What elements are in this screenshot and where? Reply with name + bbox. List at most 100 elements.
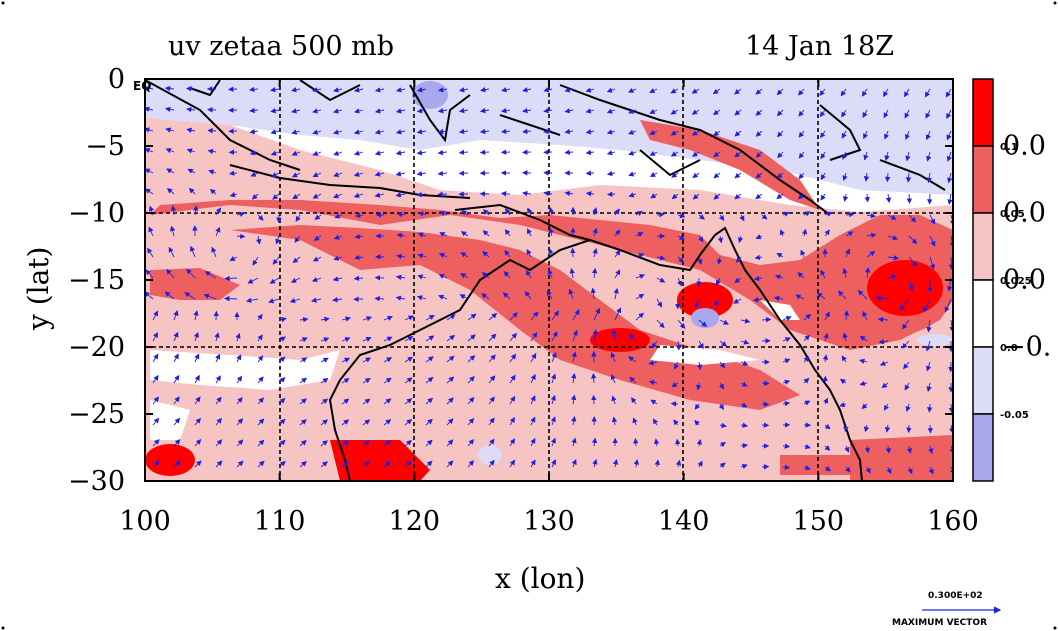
wind-vector: [712, 109, 721, 116]
y-tick-label: −10: [68, 198, 125, 229]
wind-vector: [354, 233, 364, 240]
wind-vector: [803, 356, 810, 363]
wind-vector: [543, 128, 553, 135]
wind-vector: [425, 376, 434, 384]
wind-vector: [649, 108, 658, 114]
wind-vector: [733, 298, 742, 304]
wind-vector: [822, 354, 829, 363]
wind-vector: [173, 417, 181, 426]
wind-vector: [631, 397, 637, 405]
wind-vector: [173, 310, 179, 321]
wind-vector: [481, 272, 490, 279]
wind-vector: [820, 151, 826, 160]
wind-vector: [530, 459, 536, 468]
wind-vector: [569, 268, 575, 279]
wind-vector: [635, 273, 646, 280]
wind-vector: [187, 168, 196, 174]
wind-vector: [629, 333, 637, 342]
wind-vector: [884, 172, 891, 183]
wind-vector: [803, 400, 811, 406]
wind-vector: [396, 253, 406, 260]
wind-vector: [194, 396, 201, 405]
wind-vector: [633, 459, 640, 468]
colorbar-level-label: 0.05: [1000, 209, 1025, 220]
wind-vector: [236, 375, 243, 384]
wind-vector: [564, 108, 574, 114]
wind-vector: [236, 460, 244, 468]
wind-vector: [755, 130, 763, 137]
wind-vector: [926, 151, 932, 162]
wind-vector: [251, 193, 259, 200]
wind-vector: [698, 340, 704, 350]
wind-vector: [252, 256, 259, 266]
wind-vector: [482, 209, 490, 216]
wind-vector: [186, 127, 196, 133]
wind-vector: [548, 248, 554, 258]
wind-vector: [735, 256, 742, 263]
wind-vector: [713, 130, 721, 137]
wind-vector: [675, 459, 682, 468]
wind-vector: [734, 151, 742, 158]
wind-vector: [395, 129, 406, 135]
wind-vector: [249, 128, 259, 135]
wind-vector: [929, 214, 936, 225]
wind-vector: [675, 438, 681, 447]
wind-vector: [798, 109, 805, 117]
wind-vector: [278, 377, 286, 384]
wind-vector: [194, 439, 202, 447]
wind-vector: [522, 87, 532, 93]
wind-vector: [824, 445, 831, 451]
wind-vector: [320, 357, 329, 363]
wind-vector: [819, 109, 826, 118]
colorbar-swatch: [972, 78, 994, 147]
y-tick-label: −30: [68, 466, 125, 497]
chart-timestamp: 14 Jan 18Z: [745, 31, 894, 62]
wind-vector: [717, 235, 724, 244]
wind-vector: [611, 416, 618, 426]
wind-vector: [271, 172, 280, 178]
wind-vector: [257, 418, 265, 426]
wind-vector: [649, 129, 658, 135]
wind-vector: [228, 170, 238, 176]
wind-vector: [803, 443, 811, 450]
wind-vector: [192, 205, 199, 216]
wind-vector: [715, 277, 721, 286]
wind-vector: [755, 193, 763, 200]
wind-vector: [656, 298, 663, 308]
wind-vector: [334, 213, 343, 219]
wind-vector: [718, 382, 725, 390]
wind-vector: [446, 439, 454, 447]
wind-vector: [173, 374, 180, 384]
wind-vector: [312, 108, 322, 114]
wind-vector: [270, 86, 280, 93]
wind-vector: [229, 192, 238, 198]
y-axis: 0 −5 −10 −15 −20 −25 −30: [68, 64, 953, 497]
wind-vector: [718, 403, 724, 411]
wind-vector: [362, 398, 371, 405]
wind-vector: [439, 232, 448, 237]
wind-vector: [776, 130, 784, 138]
wind-vector: [905, 403, 911, 412]
wind-vector: [404, 418, 413, 426]
wind-vector: [530, 331, 538, 342]
wind-vector: [446, 355, 455, 363]
wind-vector: [614, 208, 620, 216]
wind-vector: [467, 375, 475, 384]
wind-vector: [628, 108, 637, 114]
wind-vector: [312, 87, 322, 93]
wind-vector: [289, 297, 301, 304]
wind-vector: [416, 108, 427, 114]
wind-vector: [824, 423, 831, 430]
wind-vector: [656, 319, 665, 329]
wind-vector: [270, 108, 280, 114]
wind-vector: [819, 88, 826, 96]
wind-vector: [482, 251, 490, 258]
wind-vector: [215, 353, 221, 363]
wind-vector: [612, 459, 619, 468]
wind-vector: [193, 310, 199, 321]
wind-vector: [374, 296, 385, 302]
wind-vector: [362, 378, 371, 384]
wind-vector: [843, 424, 849, 433]
wind-vector: [437, 191, 448, 197]
wind-vector: [585, 87, 595, 93]
